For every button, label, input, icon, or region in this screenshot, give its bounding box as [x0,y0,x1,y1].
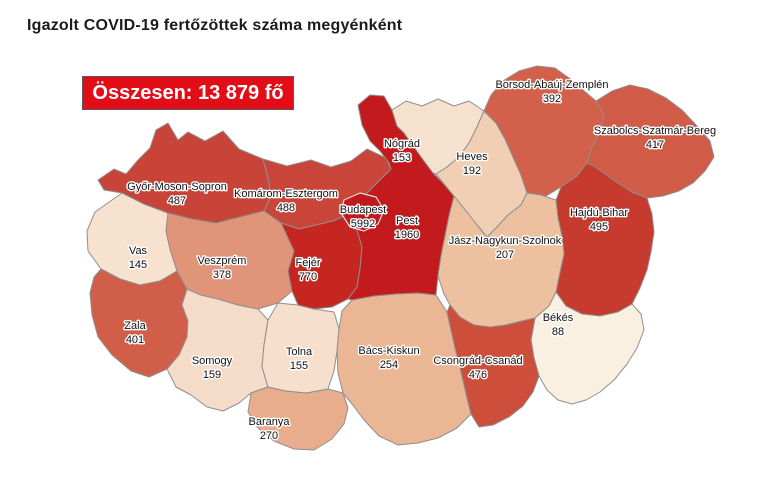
county-value-bekes: 88 [552,326,564,338]
county-value-fejer: 770 [299,271,317,283]
county-name-heves: Heves [456,151,488,163]
county-shape-gyor-moson-sopron [97,122,272,224]
county-name-fejer: Fejér [295,257,320,269]
county-name-veszprem: Veszprém [198,255,247,267]
county-name-csongrad-csanad: Csongrád-Csanád [433,355,522,367]
total-badge: Összesen: 13 879 fő [82,76,294,110]
county-name-borsod-abauj-zemplen: Borsod-Abaúj-Zemplén [495,79,608,91]
county-shape-budapest [340,192,385,232]
county-name-pest: Pest [396,215,418,227]
county-name-vas: Vas [129,245,148,257]
county-shapes [86,65,715,451]
county-name-somogy: Somogy [192,355,233,367]
county-name-bekes: Békés [543,312,574,324]
county-value-baranya: 270 [260,430,278,442]
county-value-hajdu-bihar: 495 [590,221,608,233]
county-shape-szabolcs-szatmar-bereg [586,84,715,199]
county-name-hajdu-bihar: Hajdú-Bihar [570,207,628,219]
county-value-somogy: 159 [203,369,221,381]
county-name-nograd: Nógrád [384,138,420,150]
county-value-bacs-kiskun: 254 [380,359,398,371]
county-name-jasz-nagykun-szolnok: Jász-Nagykun-Szolnok [449,235,562,247]
county-value-nograd: 153 [393,152,411,164]
county-value-csongrad-csanad: 476 [469,369,487,381]
county-labels: Vas 145 Zala 401 Somogy 159 Baranya 270 … [123,78,718,444]
county-value-tolna: 155 [290,360,308,372]
county-value-zala: 401 [126,334,144,346]
county-value-komarom-esztergom: 488 [277,202,295,214]
county-name-zala: Zala [124,320,146,332]
total-badge-text: Összesen: 13 879 fő [92,81,284,104]
county-name-budapest: Budapest [340,204,386,216]
county-name-tolna: Tolna [286,346,313,358]
county-value-heves: 192 [463,165,481,177]
page-title: Igazolt COVID-19 fertőzöttek száma megyé… [27,17,403,34]
county-name-gyor-moson-sopron: Győr-Moson-Sopron [127,181,227,193]
county-name-baranya: Baranya [249,416,291,428]
county-shape-csongrad-csanad [446,304,540,428]
county-value-gyor-moson-sopron: 487 [168,195,186,207]
county-name-komarom-esztergom: Komárom-Esztergom [234,188,338,200]
county-name-szabolcs-szatmar-bereg: Szabolcs-Szatmár-Bereg [594,125,716,137]
county-value-szabolcs-szatmar-bereg: 417 [646,139,664,151]
county-name-bacs-kiskun: Bács-Kiskun [358,345,419,357]
county-value-veszprem: 378 [213,269,231,281]
county-value-budapest: 5992 [351,218,375,230]
county-value-jasz-nagykun-szolnok: 207 [496,249,514,261]
county-value-borsod-abauj-zemplen: 392 [543,93,561,105]
county-value-vas: 145 [129,259,147,271]
county-value-pest: 1960 [395,229,419,241]
